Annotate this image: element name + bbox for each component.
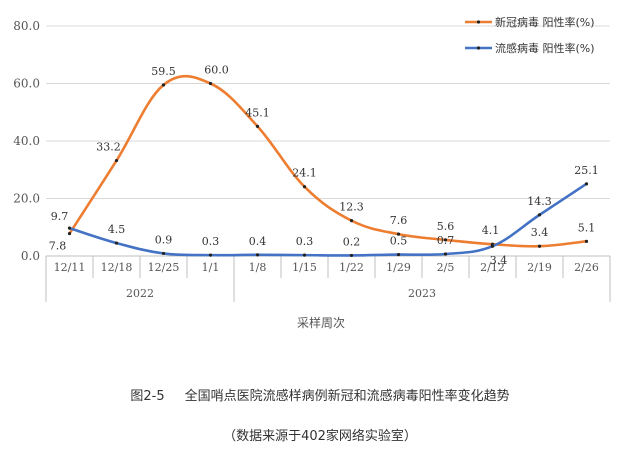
data-label: 5.6 xyxy=(437,220,455,233)
y-axis-tick-labels: 0.0 20.0 40.0 60.0 80.0 xyxy=(13,19,40,263)
year-label: 2022 xyxy=(126,287,154,300)
y-tick-label: 60.0 xyxy=(13,77,40,91)
data-point xyxy=(67,226,72,230)
x-tick-label: 2/26 xyxy=(574,261,599,274)
x-tick-label: 12/25 xyxy=(148,261,180,274)
data-label: 0.9 xyxy=(155,233,173,246)
data-label: 60.0 xyxy=(204,64,229,77)
x-tick-label: 1/22 xyxy=(339,261,364,274)
data-point xyxy=(161,251,166,256)
data-label: 59.5 xyxy=(151,65,176,78)
series-lines xyxy=(67,74,589,258)
data-label: 3.4 xyxy=(490,254,508,267)
data-point xyxy=(396,232,401,236)
x-tick-label: 2/5 xyxy=(437,261,455,274)
flu-positivity-line xyxy=(68,182,588,257)
data-label: 0.2 xyxy=(343,235,361,248)
data-label: 0.7 xyxy=(437,234,455,247)
legend-label: 新冠病毒 阳性率(%) xyxy=(495,15,595,29)
grid xyxy=(46,25,610,199)
x-axis-tick-labels: 12/11 12/18 12/25 1/1 1/8 1/15 1/22 1/29 2/5 2/12… xyxy=(54,261,599,274)
legend-marker xyxy=(476,46,481,50)
data-point xyxy=(584,182,589,186)
figure-title: 全国哨点医院流感样病例新冠和流感病毒阳性率变化趋势 xyxy=(184,389,510,404)
x-tick-label: 1/15 xyxy=(292,261,317,274)
data-point xyxy=(396,252,401,257)
y-tick-label: 80.0 xyxy=(13,19,40,33)
data-label: 0.4 xyxy=(249,235,267,248)
x-tick-label: 12/18 xyxy=(101,261,133,274)
data-point xyxy=(208,81,213,86)
data-label: 7.6 xyxy=(390,214,408,227)
data-label: 4.1 xyxy=(482,224,500,237)
x-tick-label: 2/12 xyxy=(480,261,505,274)
figure-caption: 图2-5 全国哨点医院流感样病例新冠和流感病毒阳性率变化趋势 xyxy=(0,385,640,404)
x-tick-label: 2/19 xyxy=(527,261,552,274)
covid-positivity-line xyxy=(68,74,588,248)
data-point xyxy=(584,239,589,243)
y-tick-label: 0.0 xyxy=(21,249,40,263)
legend-label: 流感病毒 阳性率(%) xyxy=(495,41,595,55)
data-point xyxy=(443,238,448,242)
data-label: 9.7 xyxy=(51,210,69,223)
y-tick-label: 40.0 xyxy=(13,134,40,148)
data-label: 25.1 xyxy=(574,164,599,177)
data-point xyxy=(490,244,495,248)
data-label: 12.3 xyxy=(339,201,364,214)
data-point xyxy=(114,241,119,245)
data-point xyxy=(537,213,542,217)
data-label: 0.3 xyxy=(296,235,314,248)
x-tick-label: 12/11 xyxy=(54,261,86,274)
data-point xyxy=(114,158,119,163)
data-label: 0.3 xyxy=(202,235,220,248)
data-label: 3.4 xyxy=(531,226,549,239)
data-point xyxy=(67,231,72,236)
data-point xyxy=(302,185,307,189)
x-tick-label: 1/8 xyxy=(249,261,267,274)
data-point xyxy=(255,124,260,128)
x-tick-label: 1/1 xyxy=(202,261,220,274)
legend-marker xyxy=(476,20,481,24)
data-point xyxy=(349,253,354,258)
data-point xyxy=(302,253,307,257)
data-label: 24.1 xyxy=(292,167,317,180)
data-labels: 7.8 33.2 59.5 60.0 45.1 24.1 12.3 7.6 5.6 4.1 3.4 5… xyxy=(49,64,599,268)
data-point xyxy=(208,253,213,257)
data-label: 33.2 xyxy=(96,141,121,154)
x-tick-label: 1/29 xyxy=(386,261,411,274)
data-label: 0.5 xyxy=(390,235,408,248)
year-label: 2023 xyxy=(408,287,436,300)
x-axis-label: 采样周次 xyxy=(297,315,345,330)
data-point xyxy=(161,83,166,87)
data-label: 4.5 xyxy=(108,223,126,236)
data-point xyxy=(537,244,542,248)
figure-number: 图2-5 xyxy=(130,389,165,404)
data-label: 45.1 xyxy=(245,106,270,119)
legend: 新冠病毒 阳性率(%) 流感病毒 阳性率(%) xyxy=(465,15,595,55)
data-label: 14.3 xyxy=(527,195,552,208)
data-point xyxy=(443,252,448,256)
year-group-labels: 2022 2023 xyxy=(126,287,436,300)
y-tick-label: 20.0 xyxy=(13,192,40,206)
data-point xyxy=(349,219,354,223)
figure-source-note: （数据来源于402家网络实验室） xyxy=(223,429,417,444)
data-label: 5.1 xyxy=(578,221,596,234)
data-point xyxy=(255,253,260,257)
data-label: 7.8 xyxy=(49,240,67,253)
